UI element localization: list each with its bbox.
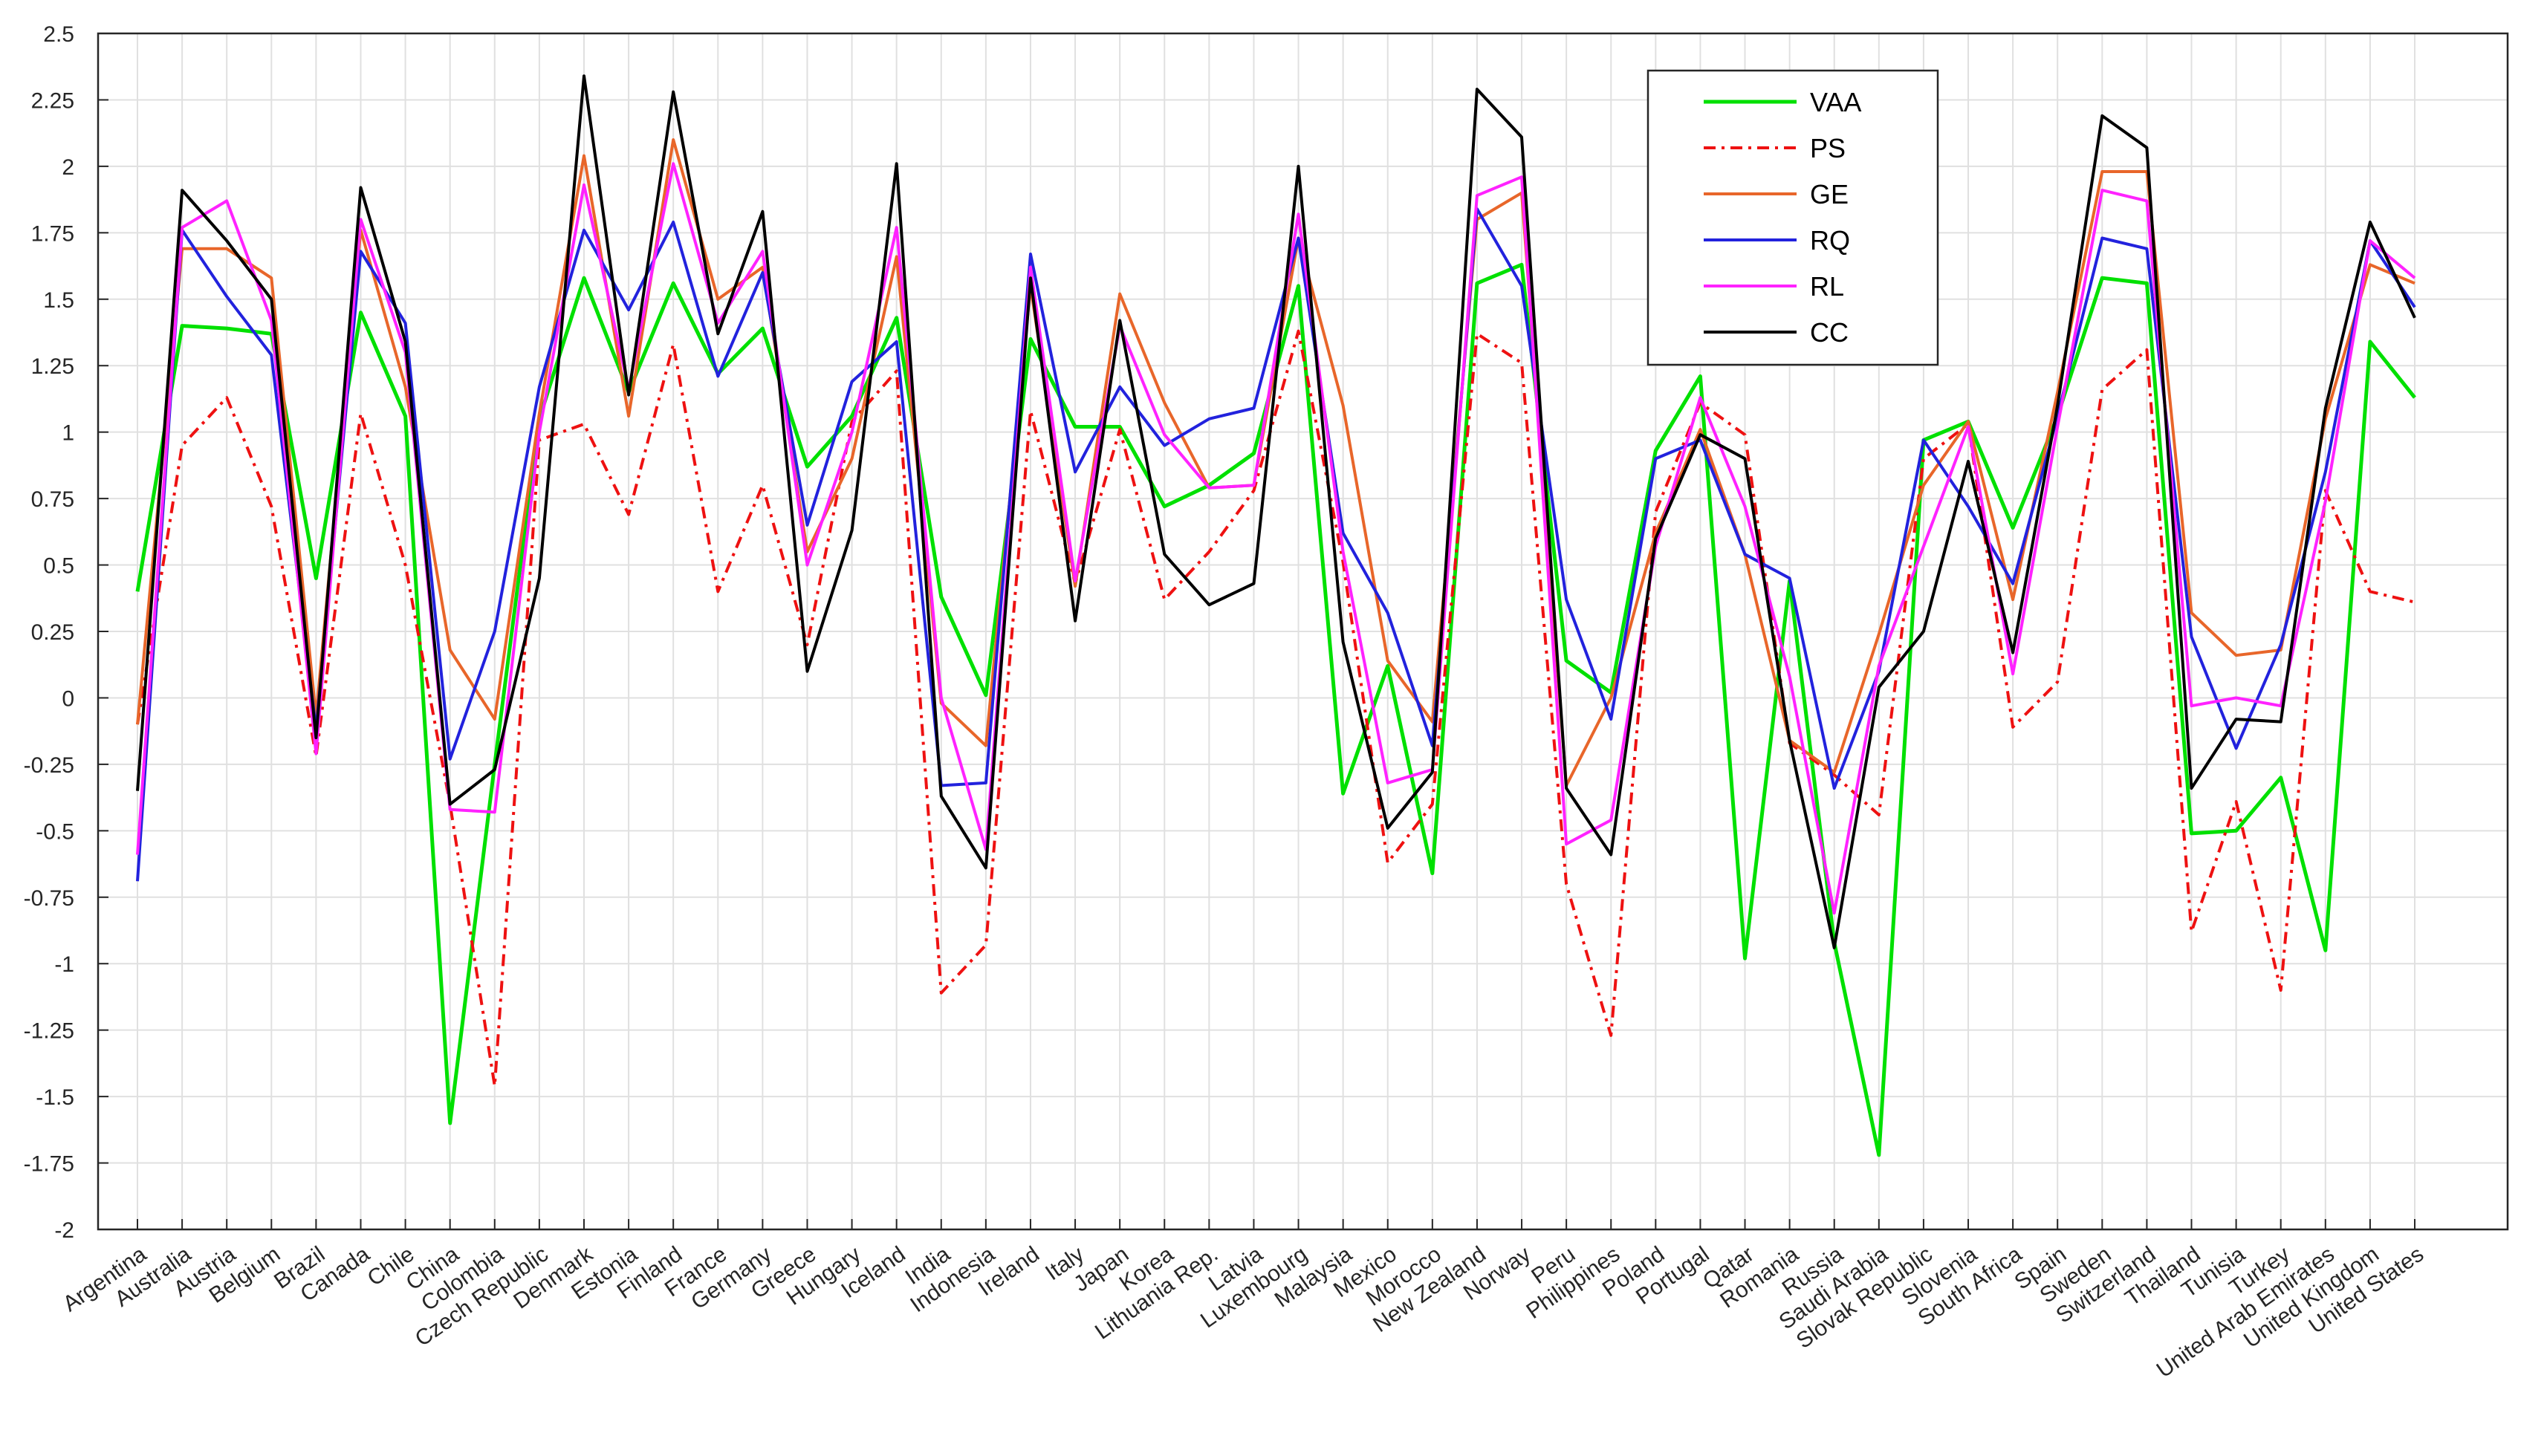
series-line-ps	[136, 329, 2415, 1088]
series-line-rq	[136, 207, 2416, 882]
y-tick-label: 1.25	[31, 354, 74, 379]
series-line-cc	[136, 74, 2416, 949]
y-tick-label: 1	[62, 421, 74, 446]
y-tick-label: -1.25	[24, 1019, 74, 1044]
y-tick-label: -0.25	[24, 753, 74, 778]
y-tick-label: 0.5	[43, 554, 74, 579]
y-axis-ticks: 2.5 2.25 2 1.75 1.5 1.25 1 0.75 0.5 0.25 0 -0.25 -0.…	[24, 22, 108, 1243]
y-tick-label: 0.75	[31, 487, 74, 512]
y-tick-label: 0	[62, 686, 74, 711]
y-tick-label: 2.5	[43, 22, 74, 47]
y-tick-label: 1.5	[43, 288, 74, 313]
y-tick-label: -2	[54, 1218, 74, 1243]
legend-label-cc: CC	[1810, 317, 1849, 348]
series-lines	[135, 74, 2416, 1157]
y-tick-label: -1	[54, 952, 74, 977]
y-tick-label: 0.25	[31, 620, 74, 645]
y-tick-label: 1.75	[31, 221, 74, 246]
y-tick-label: -0.75	[24, 886, 74, 911]
y-tick-label: -1.75	[24, 1152, 74, 1177]
y-tick-label: -1.5	[36, 1085, 74, 1110]
legend-label-ge: GE	[1810, 179, 1849, 209]
y-tick-label: 2.25	[31, 88, 74, 113]
legend-label-vaa: VAA	[1810, 87, 1861, 117]
legend-box	[1646, 69, 1939, 366]
series-line-rl	[136, 162, 2416, 915]
y-tick-label: -0.5	[36, 819, 74, 844]
legend-label-ps: PS	[1810, 133, 1846, 163]
plot-frame	[97, 32, 2509, 1231]
legend-label-rl: RL	[1810, 271, 1844, 302]
y-tick-label: 2	[62, 155, 74, 180]
legend: VAA PS GE RQ RL CC	[1646, 69, 1939, 366]
legend-label-rq: RQ	[1810, 225, 1850, 256]
